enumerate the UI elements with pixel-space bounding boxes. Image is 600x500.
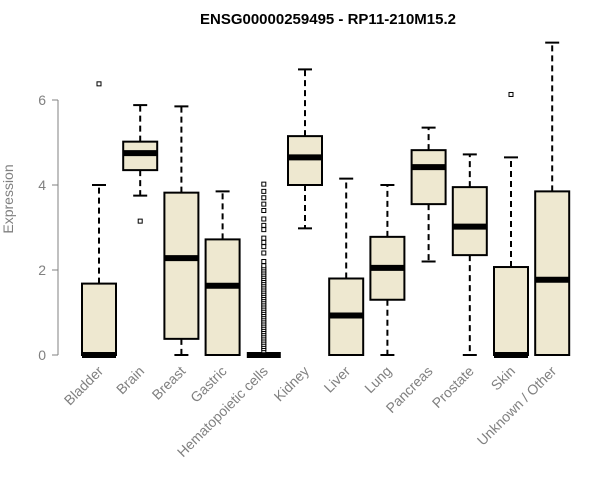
x-tick-label: Liver (321, 363, 354, 396)
x-tick-label: Lung (361, 363, 394, 396)
y-tick-label: 4 (38, 177, 46, 193)
outlier-point (261, 244, 267, 250)
outlier-point (261, 216, 267, 222)
outlier-point (261, 239, 267, 245)
outlier-point (261, 259, 267, 264)
y-tick-label: 6 (38, 92, 46, 108)
y-tick-label: 0 (38, 347, 46, 363)
outlier-point (261, 201, 267, 207)
outlier-point (261, 222, 267, 228)
box-iqr (451, 186, 488, 257)
box-prostate (451, 153, 488, 356)
box-iqr (287, 135, 323, 186)
chart-title: ENSG00000259495 - RP11-210M15.2 (200, 11, 456, 28)
x-tick-label: Brain (113, 363, 147, 397)
outlier-point (261, 250, 267, 256)
outlier-point (96, 81, 102, 87)
outlier-point (261, 188, 267, 194)
y-axis-label: Expression (0, 164, 16, 233)
box-iqr (534, 190, 571, 356)
y-axis: 0 2 4 6 (38, 92, 59, 363)
x-tick-label: Skin (488, 363, 519, 394)
box-pancreas (410, 126, 447, 263)
box-brain (122, 104, 159, 224)
outlier-point (261, 181, 267, 187)
outlier-point (508, 91, 514, 97)
outlier-point (261, 195, 267, 201)
y-tick-label: 2 (38, 262, 46, 278)
outlier-point (261, 227, 267, 233)
box-hematopoietic-cells (246, 181, 281, 358)
box-iqr (204, 238, 241, 356)
outlier-point (261, 235, 267, 241)
x-tick-label: Prostate (429, 363, 477, 411)
box-lung (369, 184, 406, 356)
box-iqr (493, 266, 529, 356)
box-gastric (204, 190, 241, 356)
box-skin (493, 91, 529, 358)
box-kidney (287, 68, 323, 230)
x-tick-label: Kidney (271, 363, 313, 405)
x-tick-label: Breast (149, 363, 189, 403)
box-iqr (410, 149, 447, 206)
box-bladder (81, 81, 117, 358)
box-breast (163, 105, 200, 356)
box-liver (328, 177, 365, 356)
outlier-point (137, 218, 143, 224)
box-iqr (81, 282, 117, 357)
box-group (81, 41, 571, 358)
box-unknown-other (534, 41, 571, 356)
box-iqr (163, 191, 200, 340)
outlier-point (261, 208, 267, 213)
outlier-point (261, 263, 267, 269)
x-tick-label: Bladder (61, 363, 107, 409)
